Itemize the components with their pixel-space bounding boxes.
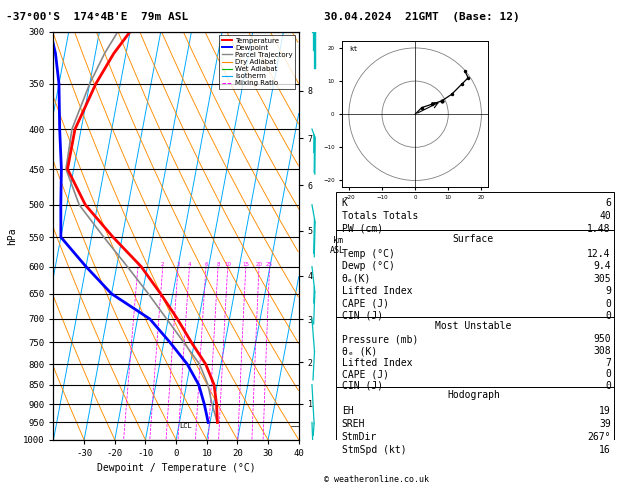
Y-axis label: km
ASL: km ASL [330, 236, 345, 255]
Text: Temp (°C): Temp (°C) [342, 249, 395, 259]
Text: © weatheronline.co.uk: © weatheronline.co.uk [324, 474, 429, 484]
Text: 950: 950 [593, 334, 611, 345]
Text: Dewp (°C): Dewp (°C) [342, 261, 395, 271]
Text: Lifted Index: Lifted Index [342, 286, 413, 296]
Text: 39: 39 [599, 419, 611, 429]
Text: LCL: LCL [179, 423, 192, 429]
Text: SREH: SREH [342, 419, 365, 429]
Text: 305: 305 [593, 274, 611, 284]
Text: 15: 15 [242, 261, 249, 267]
Text: kt: kt [349, 46, 357, 52]
Text: Totals Totals: Totals Totals [342, 211, 418, 221]
Text: Hodograph: Hodograph [447, 390, 500, 400]
Text: -37°00'S  174°4B'E  79m ASL: -37°00'S 174°4B'E 79m ASL [6, 12, 189, 22]
Text: StmSpd (kt): StmSpd (kt) [342, 445, 406, 454]
Text: Most Unstable: Most Unstable [435, 321, 511, 330]
Text: 9.4: 9.4 [593, 261, 611, 271]
Text: 16: 16 [599, 445, 611, 454]
Text: θₑ (K): θₑ (K) [342, 346, 377, 356]
Text: 4: 4 [187, 261, 191, 267]
Text: 267°: 267° [587, 432, 611, 442]
Text: 40: 40 [599, 211, 611, 221]
Text: 0: 0 [605, 381, 611, 391]
Text: Pressure (mb): Pressure (mb) [342, 334, 418, 345]
Bar [336, 192, 614, 230]
Text: 20: 20 [255, 261, 262, 267]
Text: 6: 6 [204, 261, 208, 267]
Bar [336, 230, 614, 317]
Text: PW (cm): PW (cm) [342, 224, 383, 234]
Text: CIN (J): CIN (J) [342, 311, 383, 321]
Text: CIN (J): CIN (J) [342, 381, 383, 391]
Bar [336, 317, 614, 386]
Text: 25: 25 [266, 261, 273, 267]
Text: 19: 19 [599, 406, 611, 416]
Text: 7: 7 [605, 358, 611, 367]
Legend: Temperature, Dewpoint, Parcel Trajectory, Dry Adiabat, Wet Adiabat, Isotherm, Mi: Temperature, Dewpoint, Parcel Trajectory… [219, 35, 295, 89]
Text: CAPE (J): CAPE (J) [342, 369, 389, 379]
Text: 308: 308 [593, 346, 611, 356]
Text: 0: 0 [605, 298, 611, 309]
Text: 0: 0 [605, 369, 611, 379]
Text: 1.48: 1.48 [587, 224, 611, 234]
Text: 2: 2 [161, 261, 165, 267]
Text: 3: 3 [176, 261, 180, 267]
Text: Lifted Index: Lifted Index [342, 358, 413, 367]
Text: 6: 6 [605, 198, 611, 208]
X-axis label: Dewpoint / Temperature (°C): Dewpoint / Temperature (°C) [97, 464, 255, 473]
Text: StmDir: StmDir [342, 432, 377, 442]
Text: 8: 8 [216, 261, 220, 267]
Text: 9: 9 [605, 286, 611, 296]
Y-axis label: hPa: hPa [8, 227, 18, 244]
Text: EH: EH [342, 406, 353, 416]
Text: 0: 0 [605, 311, 611, 321]
Text: K: K [342, 198, 348, 208]
Text: Surface: Surface [453, 234, 494, 244]
Text: 12.4: 12.4 [587, 249, 611, 259]
Bar [336, 386, 614, 451]
Text: 1: 1 [136, 261, 140, 267]
Text: CAPE (J): CAPE (J) [342, 298, 389, 309]
Text: 10: 10 [224, 261, 231, 267]
Text: θₑ(K): θₑ(K) [342, 274, 371, 284]
Text: 30.04.2024  21GMT  (Base: 12): 30.04.2024 21GMT (Base: 12) [324, 12, 520, 22]
